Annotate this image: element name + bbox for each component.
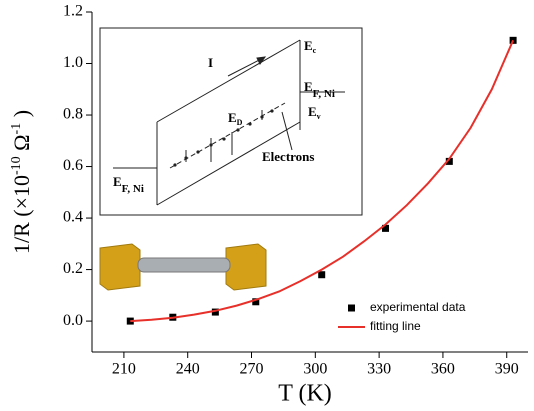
- inset-level-label: EF, Ni: [304, 79, 335, 100]
- y-axis-label-part: Ω: [9, 134, 34, 156]
- inset-level-sub: F, Ni: [122, 183, 144, 195]
- x-tick-label: 360: [431, 361, 455, 378]
- electron-pointer: [281, 111, 293, 151]
- inset-level-label: Ec: [304, 38, 317, 55]
- x-tick-label: 210: [112, 361, 136, 378]
- y-tick-label: 0.4: [63, 209, 83, 226]
- inset-electrons: Electrons: [262, 149, 314, 164]
- nanowire: [137, 257, 231, 273]
- inset-current: I: [208, 55, 213, 70]
- current-arrowhead: [256, 56, 267, 65]
- valence-band: [156, 121, 301, 206]
- x-tick-label: 330: [367, 361, 391, 378]
- y-tick-label: 0.6: [63, 157, 83, 174]
- electrode-left: [99, 243, 141, 291]
- data-point: [382, 224, 390, 232]
- conduction-band: [156, 39, 301, 123]
- inset-level-main: E: [308, 104, 317, 119]
- inset-level-main: E: [304, 79, 313, 94]
- x-axis-label: T (K): [278, 381, 332, 407]
- inset-level-sub: v: [317, 112, 321, 121]
- y-axis-label-part: ): [9, 110, 34, 123]
- defect-level: [169, 102, 286, 169]
- y-tick-label: 0.8: [63, 106, 83, 123]
- legend-label: fitting line: [370, 319, 421, 333]
- y-axis-label-part: 1/R (×10: [9, 175, 34, 254]
- inset-level-sub: F, Ni: [313, 88, 335, 100]
- y-tick-label: 1.0: [63, 54, 83, 71]
- inset-level-sub: c: [313, 46, 317, 55]
- inset-level-main: E: [228, 110, 237, 125]
- data-point: [252, 298, 260, 306]
- data-point: [445, 157, 453, 165]
- legend: experimental data fitting line: [338, 300, 466, 333]
- inset-diagram: [99, 27, 363, 216]
- x-tick-label: 240: [176, 361, 200, 378]
- inset-level-label: Ev: [308, 104, 321, 121]
- y-tick-label: 1.2: [63, 3, 83, 20]
- x-tick-label: 270: [240, 361, 264, 378]
- inset-level-label: EF, Ni: [113, 174, 144, 195]
- data-point: [318, 271, 326, 279]
- legend-label: experimental data: [370, 300, 466, 314]
- y-tick-label: 0.2: [63, 260, 83, 277]
- inset-level-sub: D: [237, 118, 243, 127]
- y-axis-label-part: -10: [9, 156, 24, 175]
- data-point: [211, 308, 219, 316]
- x-tick-label: 390: [495, 361, 519, 378]
- hopping-arrows: [185, 110, 263, 162]
- y-tick-label: 0.0: [63, 312, 83, 329]
- inset-level-main: E: [113, 174, 122, 189]
- fit-line: [130, 39, 515, 323]
- inset-level-main: E: [304, 38, 313, 53]
- electrode-right: [225, 243, 267, 291]
- legend-marker: [348, 304, 355, 312]
- inset-level-label: ED: [228, 110, 243, 127]
- inset-frame: [99, 27, 363, 216]
- x-tick-label: 300: [303, 361, 327, 378]
- nanowire-illustration: [99, 243, 267, 291]
- y-axis-label: 1/R (×10-10 Ω-1 ): [9, 110, 34, 254]
- y-axis-label-part: -1: [9, 123, 24, 135]
